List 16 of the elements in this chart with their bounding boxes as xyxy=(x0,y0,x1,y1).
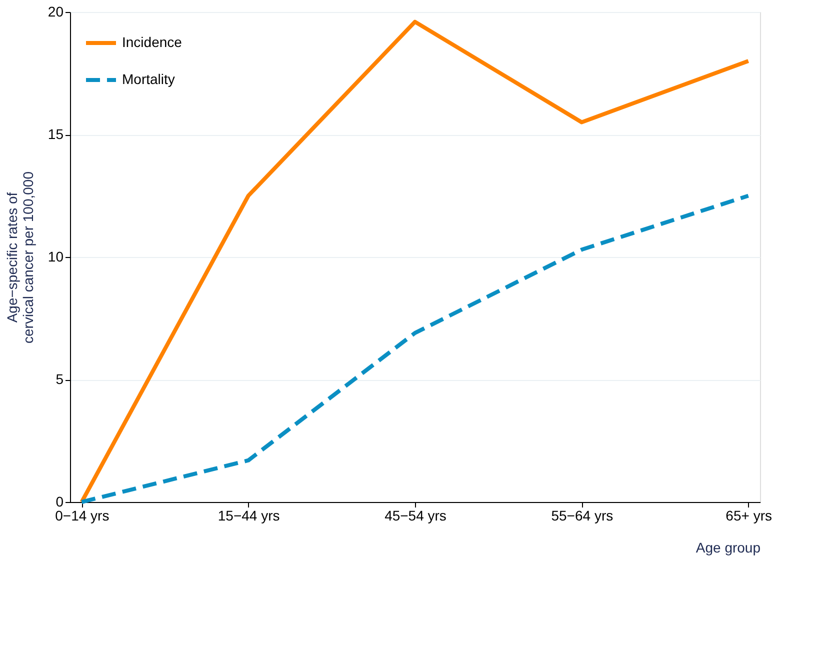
legend-label: Mortality xyxy=(122,71,175,87)
y-tick-label: 15 xyxy=(48,126,64,142)
x-tick-label: 65+ yrs xyxy=(726,508,772,524)
x-tick-label: 15−44 yrs xyxy=(218,508,280,524)
y-axis-title: Age−specific rates of cervical cancer per 100,000 xyxy=(4,171,36,344)
x-tick-label: 55−64 yrs xyxy=(551,508,614,524)
x-tick-label: 0−14 yrs xyxy=(55,508,110,524)
y-tick-label: 10 xyxy=(48,248,64,264)
x-tick-label: 45−54 yrs xyxy=(384,508,446,524)
line-series xyxy=(80,20,750,504)
y-tick-label: 0 xyxy=(56,494,64,510)
y-tick-label: 20 xyxy=(48,4,64,20)
line-series xyxy=(80,194,750,504)
legend-label: Incidence xyxy=(122,34,182,50)
x-axis-title: Age group xyxy=(696,540,761,556)
y-tick-label: 5 xyxy=(56,371,64,387)
